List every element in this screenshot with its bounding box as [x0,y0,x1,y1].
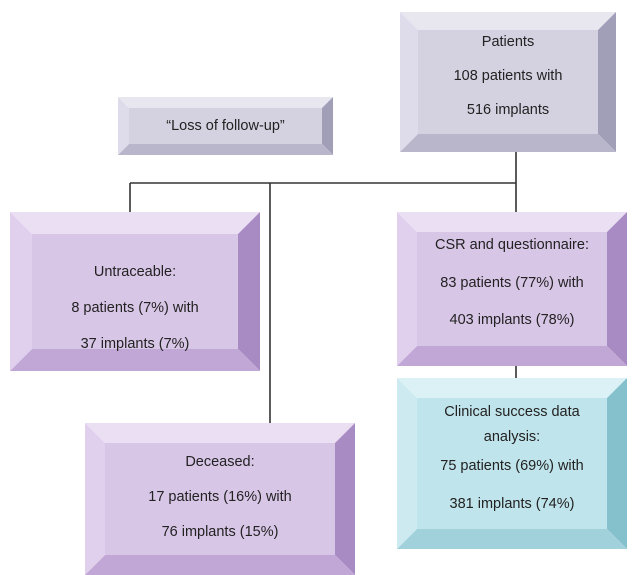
bevel-top [10,212,260,234]
bevel-left [397,378,417,549]
box: “Loss of follow-up” [118,97,333,155]
box-text: analysis: [484,429,540,445]
box-text: 8 patients (7%) with [71,300,198,316]
bevel-left [85,423,105,575]
bevel-bottom [85,555,355,575]
box-text: 75 patients (69%) with [440,458,583,474]
box-text: 516 implants [467,102,549,118]
box-text: Deceased: [185,454,254,470]
bevel-left [400,12,418,152]
box-text: 83 patients (77%) with [440,275,583,291]
bevel-right [598,12,616,152]
box-text: Untraceable: [94,264,176,280]
box: Patients 108 patients with 516 implants [400,12,616,152]
box-text: 37 implants (7%) [81,336,190,352]
box-text: Patients [482,34,534,50]
box: CSR and questionnaire: 83 patients (77%) … [397,212,627,366]
bevel-bottom [400,134,616,152]
bevel-bottom [397,529,627,549]
box-face [105,443,335,555]
box: Untraceable: 8 patients (7%) with 37 impla… [10,212,260,371]
bevel-bottom [397,346,627,366]
bevel-left [397,212,417,366]
box-face [417,398,607,529]
box-text: 403 implants (78%) [450,312,575,328]
box-face [418,30,598,134]
bevel-right [335,423,355,575]
bevel-right [238,212,260,371]
bevel-bottom [118,144,333,155]
box-face [32,234,238,349]
box: Clinical success data analysis: 75 patient… [397,378,627,549]
bevel-top [397,212,627,232]
box-face [417,232,607,346]
bevel-right [607,212,627,366]
box-text: “Loss of follow-up” [166,118,285,134]
bevel-right [322,97,333,155]
box-text: 76 implants (15%) [162,524,279,540]
box-text: 17 patients (16%) with [148,489,291,505]
bevel-top [118,97,333,108]
box: Deceased: 17 patients (16%) with 76 implan… [85,423,355,575]
bevel-bottom [10,349,260,371]
bevel-top [85,423,355,443]
bevel-left [118,97,129,155]
box-text: 381 implants (74%) [450,496,575,512]
box-text: CSR and questionnaire: [435,237,589,253]
bevel-right [607,378,627,549]
box-text: 108 patients with [454,68,563,84]
bevel-top [400,12,616,30]
bevel-left [10,212,32,371]
box-text: Clinical success data [444,404,580,420]
connectors [129,152,517,423]
box-face [129,108,322,144]
bevel-top [397,378,627,398]
